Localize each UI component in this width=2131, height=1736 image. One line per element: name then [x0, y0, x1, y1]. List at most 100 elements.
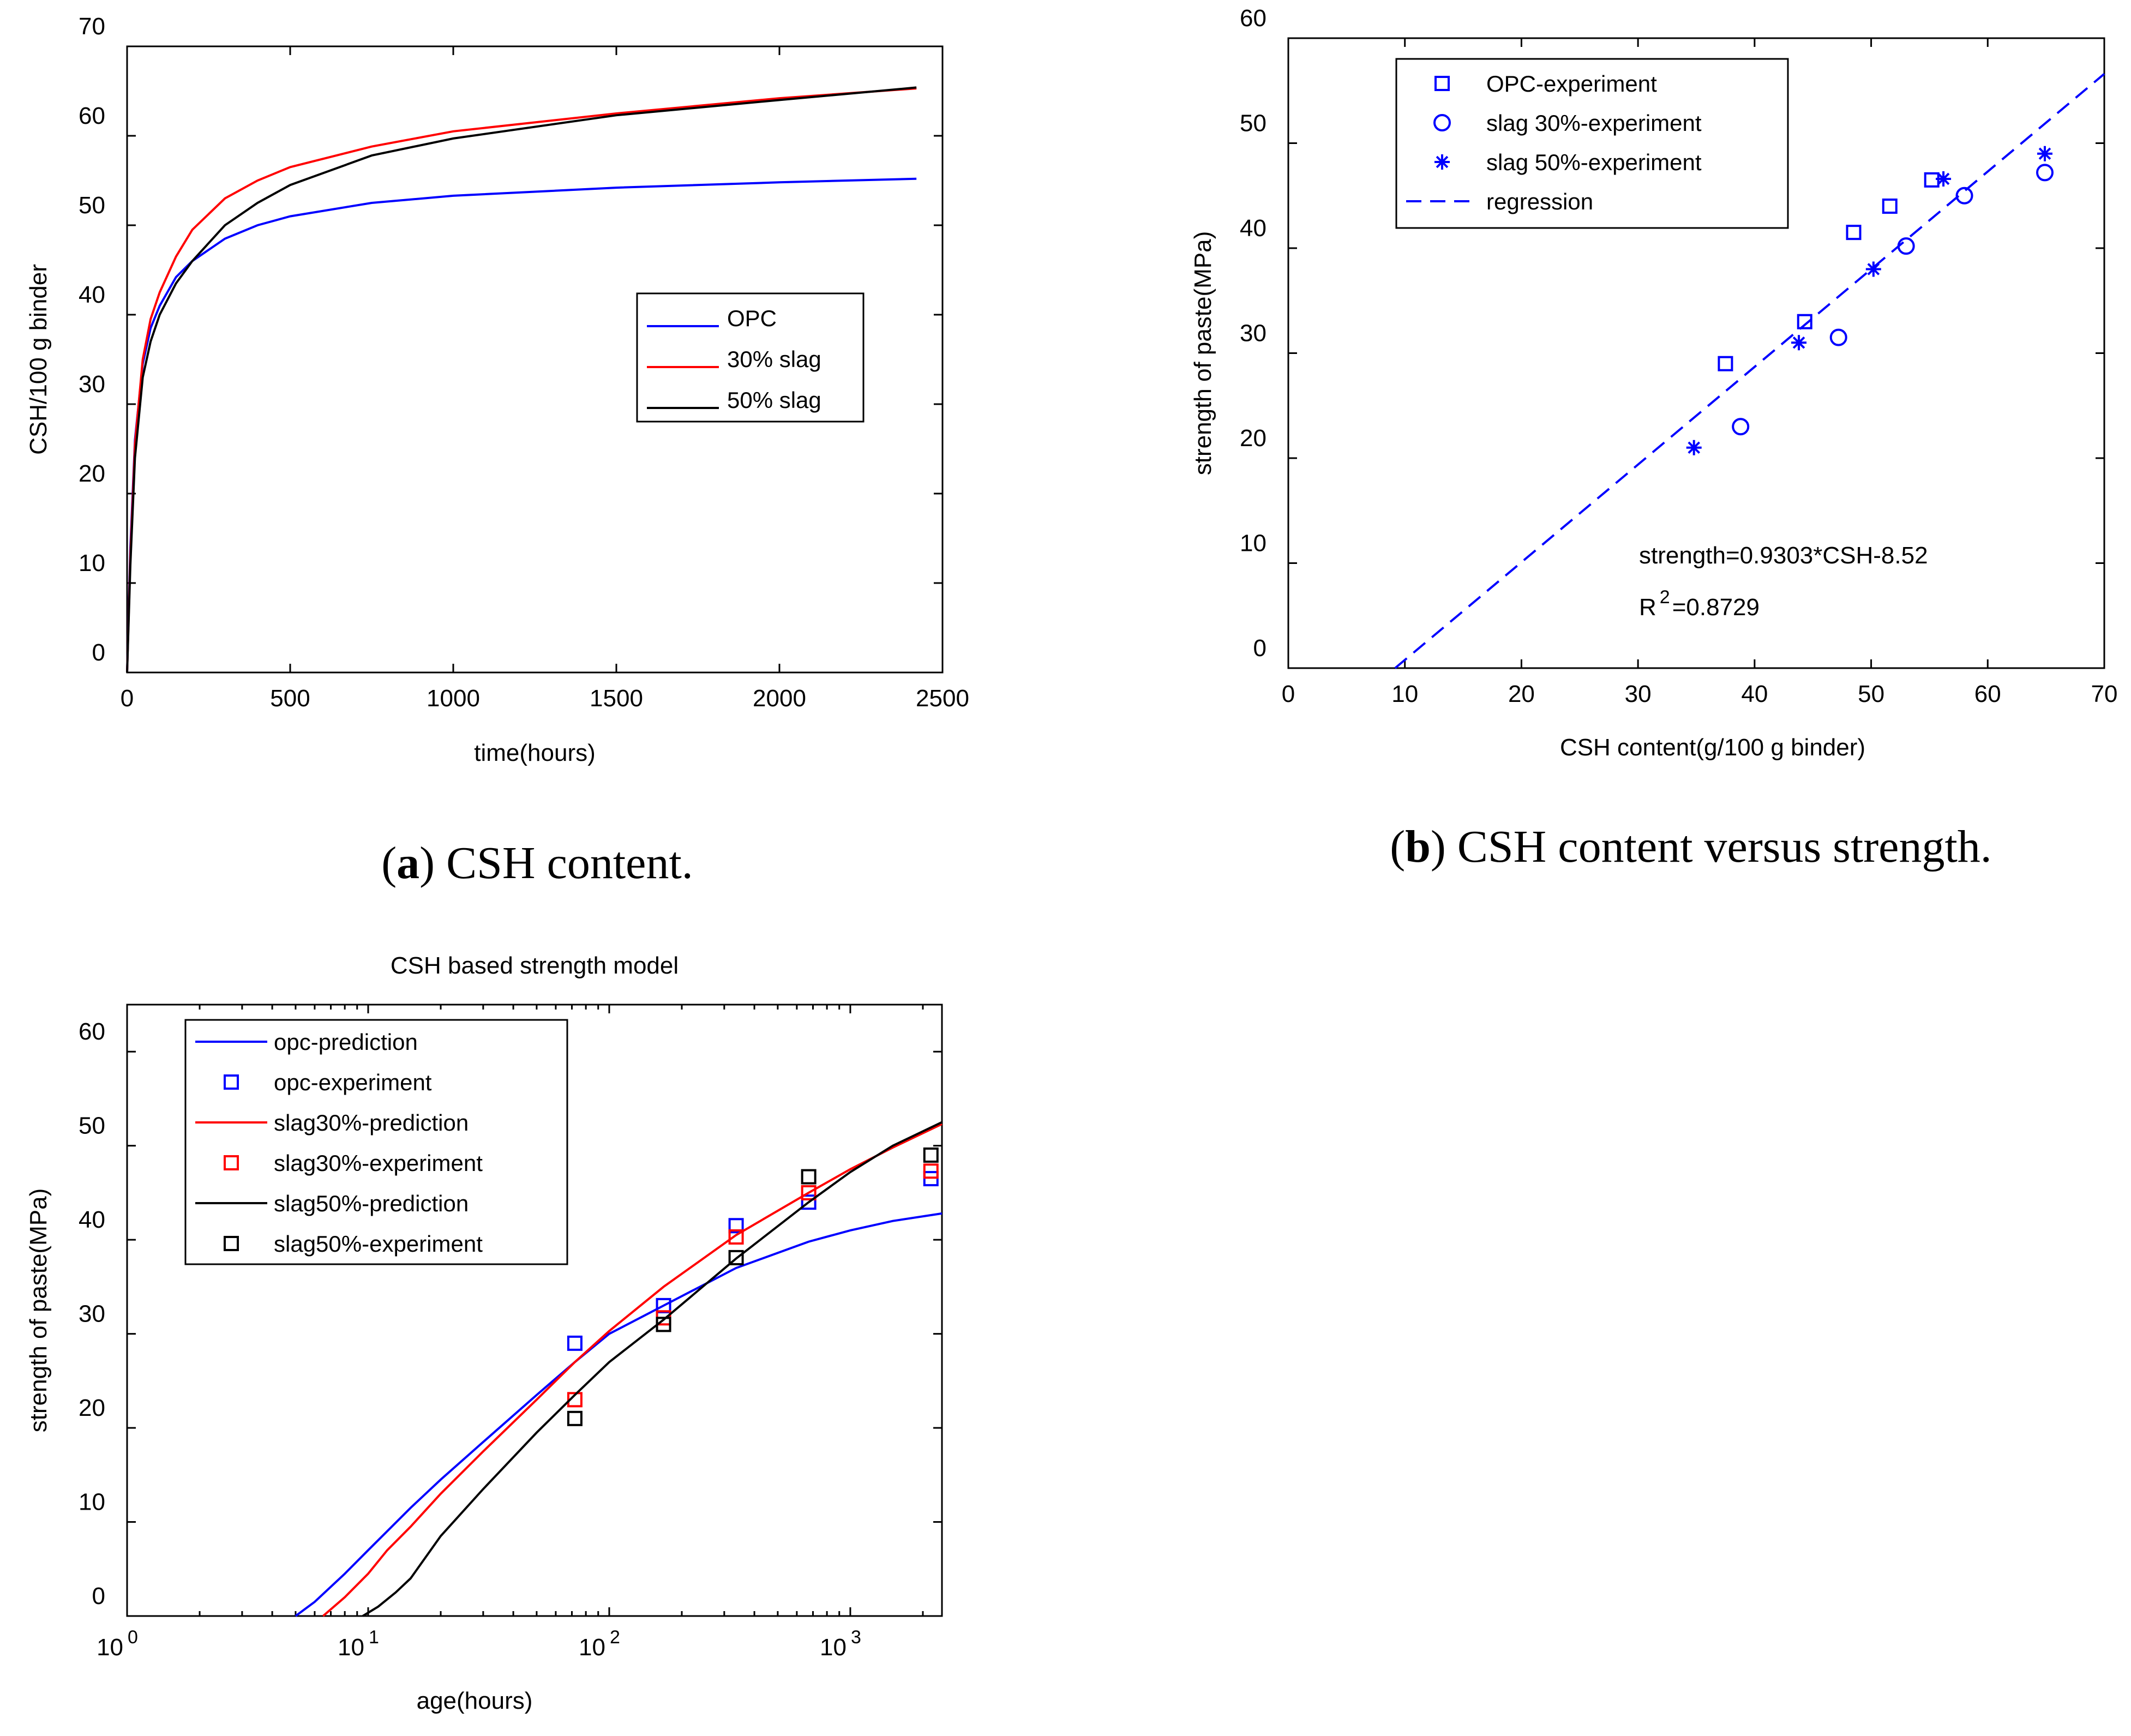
- c-point-slag30-experiment: [923, 1163, 939, 1179]
- b-xtick-label: 30: [1625, 681, 1652, 707]
- b-legend-swatch: [1434, 76, 1450, 91]
- c-ytick-label: 60: [79, 1018, 105, 1045]
- b-xtick-label: 70: [2091, 681, 2118, 707]
- c-series-line-slag30-prediction: [322, 1123, 943, 1617]
- b-point-star: [1686, 440, 1702, 455]
- a-legend-label: 50% slag: [727, 387, 821, 413]
- c-legend-box: [184, 1019, 568, 1265]
- b-ytick-label: 60: [1240, 5, 1266, 32]
- b-xtick-label: 10: [1391, 681, 1418, 707]
- c-point-slag50-experiment: [801, 1169, 817, 1185]
- b-legend-swatch: [1433, 114, 1451, 131]
- c-xtick-base: 10: [820, 1634, 847, 1661]
- c-point-slag50-experiment: [923, 1147, 939, 1163]
- c-legend-label: slag30%-prediction: [274, 1110, 469, 1136]
- a-legend-label: OPC: [727, 305, 777, 331]
- c-legend-swatch: [224, 1236, 239, 1251]
- a-xtick-label: 500: [270, 685, 310, 712]
- b-xtick-label: 0: [1282, 681, 1295, 707]
- a-ytick-label: 10: [79, 550, 105, 576]
- b-point-square: [1846, 225, 1862, 241]
- c-xtick-label: 10 0: [97, 1627, 138, 1661]
- b-point-star: [2037, 146, 2053, 161]
- b-point-star: [1865, 261, 1881, 277]
- b-r2-prefix: R: [1639, 594, 1656, 621]
- c-xlabel: age(hours): [417, 1687, 533, 1714]
- a-ytick-label: 20: [79, 460, 105, 487]
- b-legend-label: OPC-experiment: [1486, 71, 1657, 97]
- c-xtick-exp: 3: [851, 1627, 861, 1648]
- b-legend-box: [1395, 58, 1789, 229]
- a-ytick-label: 30: [79, 371, 105, 398]
- c-xtick-base: 10: [579, 1634, 605, 1661]
- a-legend-label: 30% slag: [727, 346, 821, 372]
- a-xlabel: time(hours): [474, 740, 596, 766]
- c-xtick-exp: 0: [128, 1627, 138, 1648]
- c-legend-swatch: [224, 1155, 239, 1170]
- panel-b-csh-vs-strength-chart: 0 10 20 30 40 50 60 0 10 20 30 40 50 60 70 CSH content(…: [1190, 5, 2117, 761]
- c-xtick-exp: 1: [369, 1627, 379, 1648]
- c-point-slag30-experiment: [728, 1229, 744, 1245]
- a-xtick-label: 1000: [427, 685, 480, 712]
- b-r2-value: =0.8729: [1672, 594, 1760, 621]
- a-series-line-50-slag: [126, 86, 917, 673]
- c-legend-swatch: [224, 1074, 239, 1090]
- b-ytick-label: 40: [1240, 215, 1266, 242]
- caption-b-label: b: [1405, 821, 1431, 872]
- b-point-square: [1718, 356, 1733, 371]
- c-legend-label: opc-experiment: [274, 1070, 432, 1095]
- b-point-square: [1797, 314, 1812, 329]
- c-title: CSH based strength model: [391, 952, 679, 979]
- c-ytick-label: 0: [92, 1583, 105, 1609]
- b-ytick-label: 50: [1240, 110, 1266, 137]
- b-xtick-label: 50: [1858, 681, 1884, 707]
- c-xtick-exp: 2: [610, 1627, 620, 1648]
- b-point-circle: [1829, 328, 1847, 346]
- b-point-square: [1882, 199, 1898, 214]
- caption-a-label: a: [397, 838, 419, 888]
- c-xtick-label: 10 2: [579, 1627, 620, 1661]
- c-xtick-label: 10 1: [338, 1627, 379, 1661]
- c-series-line-opc-prediction: [295, 1212, 943, 1617]
- b-ytick-label: 10: [1240, 530, 1266, 557]
- c-xtick-label: 10 3: [820, 1627, 861, 1661]
- c-legend-label: opc-prediction: [274, 1029, 418, 1055]
- c-legend-label: slag50%-prediction: [274, 1191, 469, 1216]
- b-ytick-label: 0: [1253, 635, 1266, 662]
- caption-a: (a) CSH content.: [381, 838, 693, 888]
- b-ytick-label: 20: [1240, 425, 1266, 452]
- b-regression-line: [1394, 73, 2105, 669]
- b-ylabel: strength of paste(MPa): [1190, 231, 1216, 476]
- c-point-opc-experiment: [801, 1194, 817, 1210]
- caption-b: (b) CSH content versus strength.: [1390, 821, 1992, 872]
- b-point-star: [1791, 335, 1807, 351]
- b-point-circle: [1897, 237, 1915, 255]
- c-legend-label: slag50%-experiment: [274, 1231, 483, 1257]
- a-xtick-label: 2500: [916, 685, 969, 712]
- c-ytick-label: 10: [79, 1489, 105, 1516]
- c-xtick-base: 10: [97, 1634, 123, 1661]
- b-point-circle: [1955, 187, 1973, 205]
- a-ytick-label: 50: [79, 192, 105, 219]
- b-legend-label: slag 50%-experiment: [1486, 149, 1702, 175]
- b-point-star: [1936, 171, 1952, 187]
- b-xlabel: CSH content(g/100 g binder): [1560, 734, 1865, 761]
- c-ylabel: strength of paste(MPa): [25, 1188, 52, 1433]
- a-ytick-label: 40: [79, 281, 105, 308]
- c-ytick-label: 30: [79, 1301, 105, 1327]
- a-ytick-label: 60: [79, 103, 105, 129]
- c-ytick-label: 20: [79, 1395, 105, 1421]
- a-series-line-30-slag: [126, 87, 917, 673]
- b-xtick-label: 60: [1974, 681, 2001, 707]
- c-point-opc-experiment: [567, 1335, 583, 1351]
- c-legend-label: slag30%-experiment: [274, 1150, 483, 1176]
- b-point-circle: [2036, 164, 2054, 182]
- c-point-opc-experiment: [728, 1218, 744, 1234]
- a-xtick-label: 1500: [590, 685, 643, 712]
- b-xtick-label: 40: [1741, 681, 1768, 707]
- b-point-circle: [1732, 418, 1750, 436]
- b-equation-annotation: strength=0.9303*CSH-8.52: [1639, 542, 1928, 569]
- b-ytick-label: 30: [1240, 320, 1266, 347]
